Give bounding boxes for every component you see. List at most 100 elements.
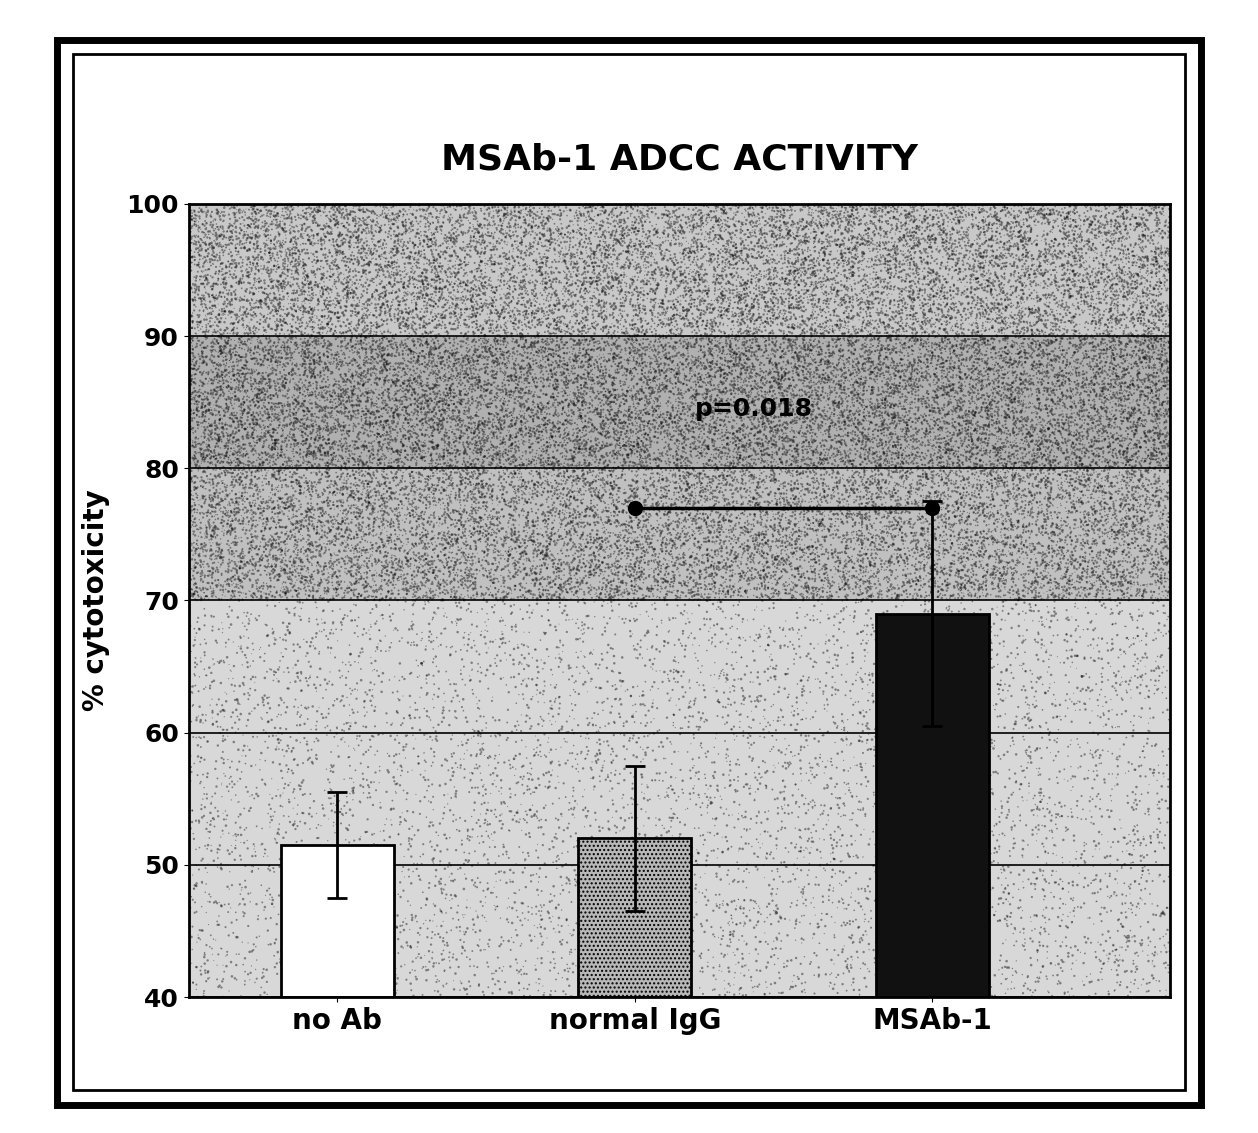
Point <box>737 287 757 305</box>
Point <box>1120 259 1140 278</box>
Point <box>793 307 813 325</box>
Point <box>967 438 988 457</box>
Point <box>601 555 621 573</box>
Point <box>774 372 794 390</box>
Point <box>484 407 504 425</box>
Point <box>318 810 338 828</box>
Point <box>707 429 727 448</box>
Point <box>896 363 916 381</box>
Point <box>444 199 464 218</box>
Point <box>488 972 508 990</box>
Point <box>626 330 647 348</box>
Point <box>697 468 717 486</box>
Point <box>794 368 814 386</box>
Point <box>213 721 233 739</box>
Point <box>184 825 204 843</box>
Point <box>238 229 258 247</box>
Point <box>887 680 907 698</box>
Point <box>569 265 589 283</box>
Point <box>747 259 767 278</box>
Point <box>1034 210 1054 228</box>
Point <box>683 208 703 227</box>
Point <box>293 385 313 403</box>
Point <box>1037 505 1057 523</box>
Point <box>673 206 693 224</box>
Point <box>392 761 413 780</box>
Point <box>867 578 887 596</box>
Point <box>743 489 764 508</box>
Point <box>677 482 697 500</box>
Point <box>704 219 725 237</box>
Point <box>704 432 725 450</box>
Point <box>860 253 881 271</box>
Point <box>316 218 336 236</box>
Point <box>823 526 843 544</box>
Point <box>374 399 394 417</box>
Point <box>398 451 418 469</box>
Point <box>411 372 431 390</box>
Point <box>508 289 528 307</box>
Point <box>582 397 603 415</box>
Point <box>375 503 395 521</box>
Point <box>1091 412 1111 431</box>
Point <box>941 229 961 247</box>
Point <box>445 432 465 450</box>
Point <box>386 207 406 225</box>
Point <box>522 316 542 334</box>
Point <box>844 560 864 578</box>
Point <box>460 482 481 500</box>
Point <box>794 454 814 472</box>
Point <box>988 655 1008 673</box>
Point <box>1098 801 1118 819</box>
Point <box>468 518 488 536</box>
Point <box>428 373 448 391</box>
Point <box>819 977 839 995</box>
Point <box>331 351 351 369</box>
Point <box>237 292 257 310</box>
Point <box>398 346 418 364</box>
Point <box>1035 476 1055 494</box>
Point <box>330 418 350 436</box>
Point <box>351 230 371 248</box>
Point <box>406 970 426 988</box>
Point <box>576 470 596 488</box>
Point <box>671 265 691 283</box>
Point <box>1093 417 1113 435</box>
Point <box>693 281 713 299</box>
Point <box>810 516 830 534</box>
Point <box>343 583 364 602</box>
Point <box>1155 904 1175 922</box>
Point <box>697 359 717 377</box>
Point <box>376 207 396 225</box>
Point <box>727 423 747 441</box>
Point <box>933 441 954 459</box>
Point <box>962 425 982 443</box>
Point <box>713 374 733 392</box>
Point <box>421 484 442 502</box>
Point <box>1127 394 1147 412</box>
Point <box>772 227 793 245</box>
Point <box>735 344 755 363</box>
Point <box>844 411 864 429</box>
Point <box>789 390 809 408</box>
Point <box>1101 887 1121 905</box>
Point <box>750 366 770 384</box>
Point <box>938 393 959 411</box>
Point <box>337 441 357 459</box>
Point <box>462 654 482 672</box>
Point <box>793 540 813 559</box>
Point <box>756 400 776 418</box>
Point <box>733 563 754 581</box>
Point <box>936 466 956 484</box>
Point <box>240 198 260 216</box>
Point <box>527 487 547 505</box>
Point <box>1071 471 1091 489</box>
Point <box>330 562 350 580</box>
Point <box>225 387 245 406</box>
Point <box>708 293 728 312</box>
Point <box>970 357 990 375</box>
Point <box>338 279 359 297</box>
Point <box>618 378 638 397</box>
Point <box>986 521 1006 539</box>
Point <box>844 240 864 258</box>
